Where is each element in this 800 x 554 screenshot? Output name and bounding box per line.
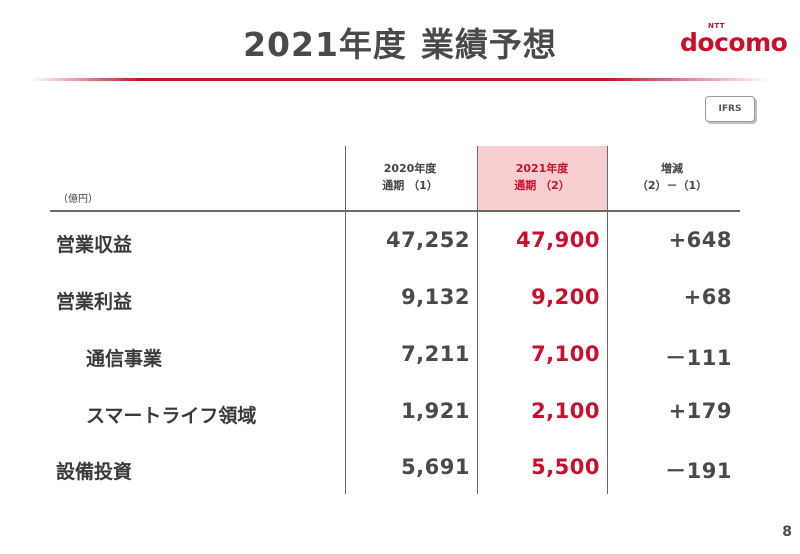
column-header-line2: 通期 （2）	[514, 179, 570, 192]
row-label-operating-revenue: 営業収益	[56, 234, 133, 256]
cell-diff: +648	[668, 228, 732, 252]
cell-fy2021: 5,500	[531, 455, 600, 479]
cell-diff: －111	[665, 346, 732, 370]
logo-ntt-text: NTT	[708, 22, 726, 30]
docomo-logo: NTT docomo	[680, 22, 788, 58]
cell-fy2020: 1,921	[401, 399, 470, 423]
fy2021-header-highlight	[477, 146, 607, 210]
row-label-operating-profit: 営業利益	[56, 291, 133, 313]
row-label-telecom: 通信事業	[86, 348, 163, 370]
title-year: 2021年度	[243, 25, 407, 64]
column-header-fy2020: 2020年度 通期 （1）	[345, 160, 475, 194]
title-text: 業績予想	[420, 25, 557, 64]
cell-fy2020: 5,691	[401, 455, 470, 479]
column-divider-2	[477, 146, 478, 494]
header-rule	[50, 210, 740, 212]
cell-diff: +68	[683, 285, 732, 309]
cell-fy2020: 7,211	[401, 342, 470, 366]
column-header-line2: （2）－（1）	[636, 179, 708, 192]
column-header-line1: 2020年度	[383, 162, 437, 175]
column-header-line1: 2021年度	[515, 162, 569, 175]
cell-fy2020: 9,132	[401, 285, 470, 309]
unit-label: （億円）	[58, 194, 98, 205]
column-divider-3	[607, 146, 608, 494]
column-divider-1	[345, 146, 346, 494]
cell-fy2021: 7,100	[531, 342, 600, 366]
page-number: 8	[782, 524, 792, 540]
row-label-smart-life: スマートライフ領域	[86, 405, 257, 427]
ifrs-badge: IFRS	[705, 96, 755, 122]
cell-fy2021: 9,200	[531, 285, 600, 309]
cell-fy2021: 2,100	[531, 399, 600, 423]
logo-wordmark: docomo	[680, 28, 788, 57]
cell-diff: +179	[668, 399, 732, 423]
column-header-fy2021: 2021年度 通期 （2）	[477, 160, 607, 194]
cell-fy2021: 47,900	[515, 228, 600, 252]
column-header-diff: 増減 （2）－（1）	[607, 160, 737, 194]
column-header-line1: 増減	[661, 162, 683, 175]
slide-title: 2021年度 業績予想	[0, 18, 800, 66]
column-header-line2: 通期 （1）	[382, 179, 438, 192]
cell-diff: －191	[665, 459, 732, 483]
cell-fy2020: 47,252	[385, 228, 470, 252]
row-label-capex: 設備投資	[56, 461, 133, 483]
title-underline	[30, 78, 770, 81]
